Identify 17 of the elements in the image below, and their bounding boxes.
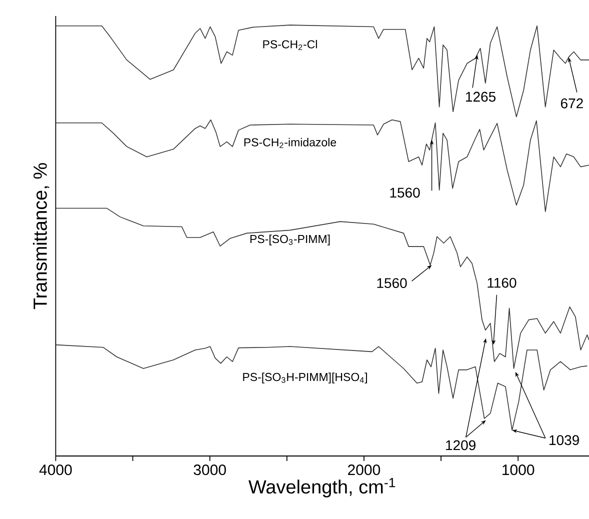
x-tick-label: 3000: [194, 464, 226, 476]
annotation: 1560: [377, 278, 407, 288]
x-tick-label: 4000: [39, 464, 72, 476]
annotation: 1039: [550, 435, 579, 446]
series-label: PS-CH$_{2}$-Cl: [263, 40, 317, 50]
annotation: 1160: [488, 278, 516, 288]
series-label: PS-CH$_{2}$-imidazole: [244, 138, 336, 148]
x-axis-title: Wavelength, cm$^{-1}$: [248, 478, 396, 498]
series-label: PS-[SO$_{3}$-PIMM]: [250, 234, 330, 246]
annotation: 1209: [446, 440, 476, 450]
x-tick-label: 1000: [502, 464, 534, 476]
series-label: PS-[SO$_{3}$H-PIMM][HSO$_{4}$]: [243, 372, 367, 384]
annotation: 672: [560, 98, 583, 108]
annotation: 1560: [390, 188, 420, 198]
annotation: 1265: [466, 92, 496, 102]
x-tick-label: 2000: [348, 464, 380, 476]
y-axis-title: Transmittance, %: [32, 163, 50, 310]
